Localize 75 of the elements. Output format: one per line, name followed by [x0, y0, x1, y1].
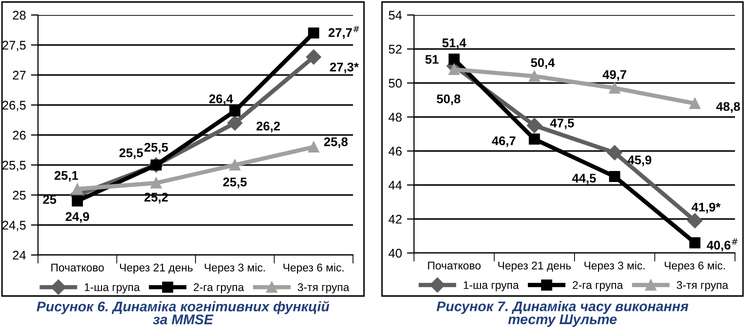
point: [308, 27, 320, 39]
y-tick-label: 27,5: [2, 40, 26, 52]
data-label: 49,7: [602, 70, 626, 81]
point: [227, 115, 242, 131]
y-tick-label: 25,5: [2, 160, 26, 172]
point: [150, 177, 162, 189]
point: [528, 70, 540, 82]
data-label: 25,5: [119, 148, 143, 160]
y-tick-label: 54: [388, 10, 402, 20]
text: Рисунок 7. Динаміка часу виконання тесту Шульте: [436, 301, 688, 327]
y-tick-label: 25: [12, 190, 26, 200]
y-tick-label: 24: [12, 250, 26, 260]
legend-label: 3-тя група: [298, 283, 350, 294]
data-label: 25,5: [144, 142, 168, 154]
data-label: 44,5: [572, 174, 596, 184]
data-label: 45,9: [628, 156, 652, 166]
point: [689, 98, 700, 109]
x-tick-label: Через 6 міс.: [664, 261, 725, 272]
x-tick-label: Початково: [428, 262, 481, 270]
data-label: 47,5: [550, 118, 574, 130]
x-tick-label: Через 3 міс.: [204, 263, 265, 274]
data-label: 27,7$^{#}$: [328, 26, 360, 39]
y-tick-label: 42: [388, 214, 402, 224]
data-label: 25,5: [223, 178, 247, 188]
legend-label: 1-ша група: [84, 283, 140, 294]
data-label: 25,8: [324, 137, 348, 148]
point: [689, 237, 700, 248]
point: [72, 183, 83, 195]
point: [609, 170, 620, 182]
point: [448, 64, 460, 75]
data-label: 50,4: [530, 58, 555, 69]
y-tick-label: 26: [12, 130, 26, 140]
y-tick-label: 48: [388, 112, 402, 122]
point: [448, 54, 460, 65]
x-tick-label: Початково: [51, 264, 104, 272]
data-label: 27,3*: [330, 62, 359, 74]
point: [687, 213, 702, 228]
data-label: 24,9: [66, 212, 90, 223]
legend-label: 3-тя група: [676, 281, 728, 292]
point: [609, 82, 620, 94]
x-tick-label: Через 21 день: [120, 264, 193, 274]
y-tick-label: 28: [12, 10, 26, 20]
data-label: 26,2: [256, 122, 280, 132]
legend-label: 2-га група: [572, 281, 624, 292]
point: [306, 49, 322, 65]
point: [229, 159, 240, 171]
y-tick-label: 26,5: [2, 100, 26, 112]
data-label: 48,8: [716, 102, 740, 113]
point: [72, 195, 83, 207]
text: Рисунок 6. Динаміка когнітивних функцій за MMSE: [36, 300, 330, 324]
x-tick-label: Через 3 міс.: [584, 261, 645, 272]
y-tick-label: 27: [12, 70, 26, 80]
point: [528, 134, 540, 145]
point: [229, 105, 240, 117]
legend-label: 1-ша група: [464, 281, 519, 292]
y-tick-label: 50: [388, 78, 402, 88]
data-label: 40,6$^{#}$: [706, 238, 738, 252]
legend-label: 2-га група: [194, 283, 244, 294]
data-label: 26,4: [209, 94, 234, 106]
point: [308, 141, 320, 153]
data-label: 41,9*: [692, 202, 721, 214]
y-tick-label: 44: [388, 180, 402, 190]
x-tick-label: Через 21 день: [498, 262, 571, 272]
y-tick-label: 40: [388, 248, 402, 258]
data-label: 51: [425, 55, 439, 64]
y-tick-label: 52: [388, 44, 402, 54]
data-label: 50,8: [436, 94, 460, 106]
data-label: 25,1: [54, 171, 78, 182]
point: [526, 118, 542, 134]
data-label: 51,4: [442, 38, 466, 50]
data-label: 46,7: [492, 136, 516, 148]
y-tick-label: 24,5: [2, 220, 26, 232]
point: [607, 145, 622, 160]
y-tick-label: 46: [388, 146, 402, 156]
x-tick-label: Через 6 міс.: [284, 263, 344, 274]
